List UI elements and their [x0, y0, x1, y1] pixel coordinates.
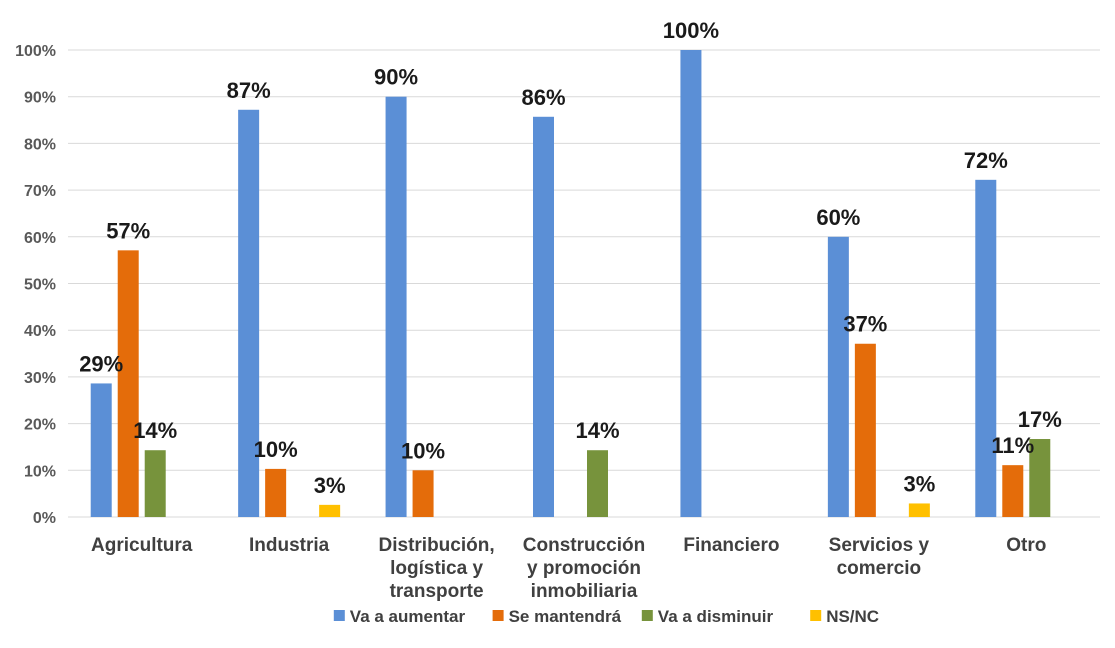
- data-label: 87%: [227, 78, 271, 103]
- legend-item: Va a disminuir: [641, 607, 774, 626]
- legend-label: Se mantendrá: [509, 607, 622, 626]
- y-tick-label: 100%: [15, 43, 56, 60]
- data-labels: 29% 57% 14% 87% 10% 3% 90% 10% 86% 14% 100% 60% 37% 3…: [79, 18, 1062, 498]
- data-label: 60%: [816, 205, 860, 230]
- bar-ns-nc: [908, 503, 930, 517]
- bar-va-a-aumentar: [975, 179, 997, 518]
- bar-se-mantendr-: [117, 250, 139, 517]
- data-label: 14%: [133, 418, 177, 443]
- data-label: 86%: [521, 85, 565, 110]
- category-label: Construcción y promoción inmobiliaria: [523, 535, 645, 602]
- data-label: 3%: [903, 471, 935, 496]
- y-tick-label: 70%: [24, 183, 56, 200]
- category-label: Agricultura: [91, 535, 193, 556]
- data-label: 17%: [1018, 407, 1062, 432]
- legend-label: NS/NC: [826, 607, 879, 626]
- y-tick-label: 40%: [24, 323, 56, 340]
- bar-va-a-disminuir: [587, 450, 608, 517]
- bar-va-a-disminuir: [1029, 439, 1051, 517]
- x-axis-categories: Agricultura Industria Distribución, logísti…: [91, 535, 1046, 602]
- legend-swatch: [333, 610, 345, 621]
- y-tick-label: 30%: [24, 370, 56, 387]
- bar-va-a-aumentar: [827, 236, 849, 518]
- data-label: 37%: [843, 312, 887, 337]
- bars: [90, 50, 1051, 518]
- category-label: Industria: [249, 535, 330, 556]
- bar-se-mantendr-: [854, 343, 876, 517]
- data-label: 100%: [663, 18, 719, 43]
- bar-va-a-aumentar: [385, 96, 407, 517]
- bar-va-a-aumentar: [533, 116, 554, 517]
- y-tick-label: 10%: [24, 463, 56, 480]
- data-label: 3%: [314, 473, 346, 498]
- gridlines: [68, 49, 1100, 518]
- legend-swatch: [641, 610, 653, 621]
- y-axis-ticks: 0% 10% 20% 30% 40% 50% 60% 70% 80% 90% 100%: [15, 43, 56, 527]
- data-label: 29%: [79, 351, 123, 376]
- legend-item: Se mantendrá: [492, 607, 622, 626]
- bar-va-a-aumentar: [90, 383, 112, 517]
- category-label: Financiero: [683, 535, 779, 556]
- bar-va-a-aumentar: [238, 109, 260, 517]
- legend-item: Va a aumentar: [333, 607, 466, 626]
- data-label: 11%: [991, 433, 1034, 458]
- category-label: Otro: [1006, 535, 1046, 556]
- y-tick-label: 90%: [24, 90, 56, 107]
- legend-item: NS/NC: [810, 607, 879, 626]
- category-label: Distribución, logística y transporte: [379, 535, 495, 602]
- y-tick-label: 80%: [24, 136, 56, 153]
- bar-se-mantendr-: [1002, 465, 1024, 517]
- legend: Va a aumentar Se mantendrá Va a disminuir N…: [333, 607, 879, 626]
- legend-swatch: [810, 610, 822, 621]
- legend-label: Va a disminuir: [658, 607, 774, 626]
- data-label: 90%: [374, 65, 418, 90]
- bar-va-a-disminuir: [144, 450, 166, 517]
- bar-va-a-aumentar: [680, 50, 702, 517]
- data-label: 72%: [964, 148, 1008, 173]
- y-tick-label: 0%: [33, 510, 56, 527]
- bar-se-mantendr-: [412, 470, 434, 517]
- bar-ns-nc: [319, 504, 341, 517]
- data-label: 10%: [254, 437, 298, 462]
- legend-label: Va a aumentar: [350, 607, 466, 626]
- data-label: 10%: [401, 438, 445, 463]
- bar-se-mantendr-: [265, 468, 287, 517]
- data-label: 57%: [106, 218, 150, 243]
- category-label: Servicios y comercio: [829, 535, 930, 579]
- y-tick-label: 50%: [24, 277, 56, 294]
- legend-swatch: [492, 610, 504, 621]
- y-tick-label: 20%: [24, 417, 56, 434]
- data-label: 14%: [575, 418, 619, 443]
- y-tick-label: 60%: [24, 230, 56, 247]
